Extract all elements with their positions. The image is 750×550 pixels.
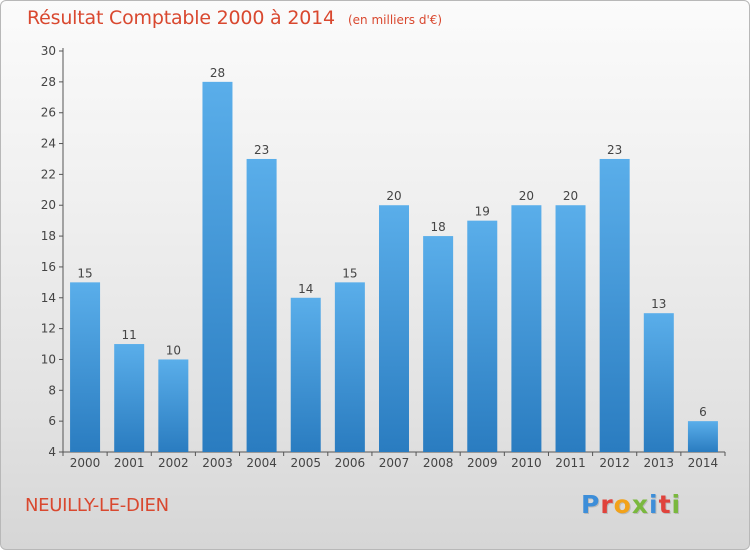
- y-tick-label: 22: [41, 167, 56, 181]
- bar: [246, 158, 277, 452]
- y-tick-label: 28: [41, 75, 56, 89]
- chart-title: Résultat Comptable 2000 à 2014: [27, 7, 335, 29]
- data-label: 6: [699, 405, 707, 419]
- y-tick-label: 14: [41, 291, 56, 305]
- logo-letter: i: [671, 490, 682, 519]
- x-tick-label: 2012: [599, 456, 630, 470]
- x-tick-label: 2004: [246, 456, 277, 470]
- data-label: 11: [122, 328, 137, 342]
- bar: [423, 236, 454, 452]
- x-tick-label: 2009: [467, 456, 498, 470]
- x-tick-label: 2005: [290, 456, 321, 470]
- x-tick-label: 2002: [158, 456, 189, 470]
- x-tick-label: 2014: [688, 456, 719, 470]
- bar: [334, 282, 365, 452]
- x-tick-label: 2006: [335, 456, 366, 470]
- logo-letter: o: [613, 490, 632, 519]
- data-label: 23: [607, 143, 622, 157]
- y-tick-label: 20: [41, 198, 56, 212]
- y-tick-label: 30: [41, 44, 56, 58]
- logo-letter: t: [658, 490, 672, 519]
- y-tick-label: 10: [41, 352, 56, 366]
- y-tick-label: 24: [41, 137, 56, 151]
- y-tick-label: 18: [41, 229, 56, 243]
- x-tick-label: 2001: [114, 456, 145, 470]
- y-tick-label: 26: [41, 106, 56, 120]
- bar: [290, 297, 321, 452]
- bar: [202, 81, 233, 452]
- bar: [379, 205, 409, 452]
- y-tick-label: 6: [48, 414, 56, 428]
- bar: [467, 220, 498, 452]
- x-tick-label: 2013: [644, 456, 675, 470]
- city-name: NEUILLY-LE-DIEN: [25, 495, 169, 516]
- logo-letter: x: [631, 490, 649, 519]
- bar: [687, 421, 718, 452]
- y-tick-label: 12: [41, 322, 56, 336]
- logo-letter: r: [600, 490, 614, 519]
- data-label: 20: [386, 189, 401, 203]
- logo-letter: P: [581, 490, 601, 519]
- data-label: 20: [519, 189, 534, 203]
- data-label: 14: [298, 282, 313, 296]
- x-tick-label: 2007: [379, 456, 410, 470]
- data-label: 10: [166, 343, 181, 357]
- title-row: Résultat Comptable 2000 à 2014 (en milli…: [27, 7, 442, 29]
- chart-subtitle: (en milliers d'€): [347, 13, 443, 27]
- bar: [599, 158, 630, 452]
- y-tick-label: 16: [41, 260, 56, 274]
- x-tick-label: 2003: [202, 456, 233, 470]
- x-tick-label: 2010: [511, 456, 542, 470]
- data-label: 23: [254, 143, 269, 157]
- proxiti-logo: Proxiti: [581, 490, 681, 519]
- data-label: 28: [210, 66, 225, 80]
- bar: [643, 313, 674, 452]
- data-label: 13: [651, 297, 666, 311]
- bar: [555, 205, 586, 452]
- bar: [114, 344, 145, 452]
- data-label: 15: [77, 266, 92, 280]
- data-label: 20: [563, 189, 578, 203]
- bar: [158, 359, 189, 452]
- data-label: 15: [342, 266, 357, 280]
- bar: [70, 282, 101, 452]
- x-tick-label: 2011: [555, 456, 586, 470]
- y-tick-label: 4: [48, 445, 56, 459]
- data-label: 19: [475, 205, 490, 219]
- bar: [511, 205, 542, 452]
- x-tick-label: 2000: [70, 456, 101, 470]
- logo-letter: i: [649, 490, 659, 519]
- data-label: 18: [430, 220, 445, 234]
- y-tick-label: 8: [48, 383, 56, 397]
- x-tick-label: 2008: [423, 456, 454, 470]
